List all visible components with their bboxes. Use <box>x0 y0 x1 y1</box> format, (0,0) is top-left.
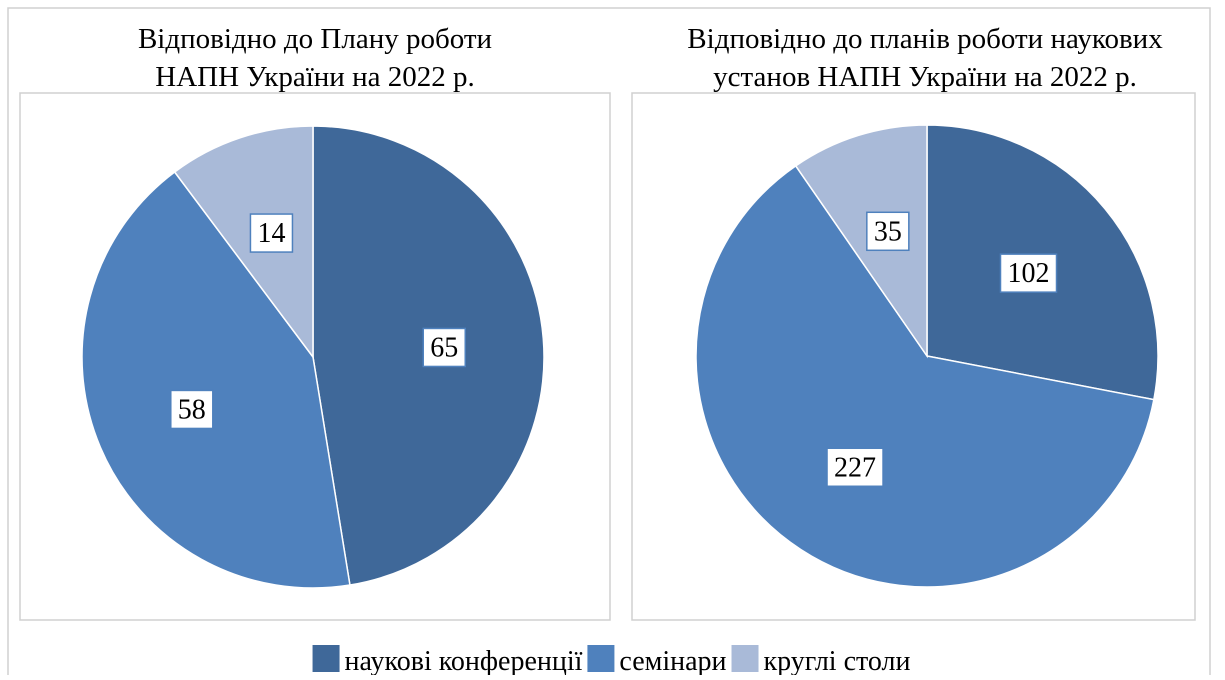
data-label-box <box>170 389 214 430</box>
data-label-group: 227 <box>826 447 884 488</box>
data-label-group: 102 <box>999 253 1058 293</box>
data-label: 14 <box>257 218 285 249</box>
data-label-box <box>826 447 884 488</box>
pie-slice <box>173 125 314 360</box>
chart-title: Відповідно до Плану роботи <box>138 23 492 55</box>
data-label-box <box>866 211 910 252</box>
data-label-box <box>422 327 466 368</box>
pie-slice <box>794 124 928 359</box>
data-label: 65 <box>430 332 458 363</box>
data-label-group: 35 <box>866 211 910 252</box>
legend-swatch <box>731 645 759 672</box>
data-label: 35 <box>874 216 902 247</box>
data-label-group: 14 <box>249 213 294 253</box>
legend-label: круглі столи <box>764 646 911 675</box>
legend-swatch <box>587 645 615 672</box>
chart-title: установ НАПН України на 2022 р. <box>713 61 1137 93</box>
chart-title: НАПН України на 2022 р. <box>155 61 474 93</box>
chart-title: Відповідно до планів роботи наукових <box>687 23 1163 55</box>
pie-slice <box>81 170 351 589</box>
data-label-group: 65 <box>422 327 466 368</box>
data-label-group: 58 <box>170 389 214 430</box>
data-label: 227 <box>834 452 876 483</box>
data-label: 102 <box>1008 258 1050 289</box>
legend-swatch <box>312 645 340 672</box>
data-label-box <box>249 213 294 253</box>
data-label: 58 <box>178 394 206 425</box>
legend-label: семінари <box>619 646 726 675</box>
outer-frame <box>7 7 1211 675</box>
pie-slice <box>695 164 1155 588</box>
data-label-box <box>999 253 1058 293</box>
legend-label: наукові конференції <box>345 646 583 675</box>
